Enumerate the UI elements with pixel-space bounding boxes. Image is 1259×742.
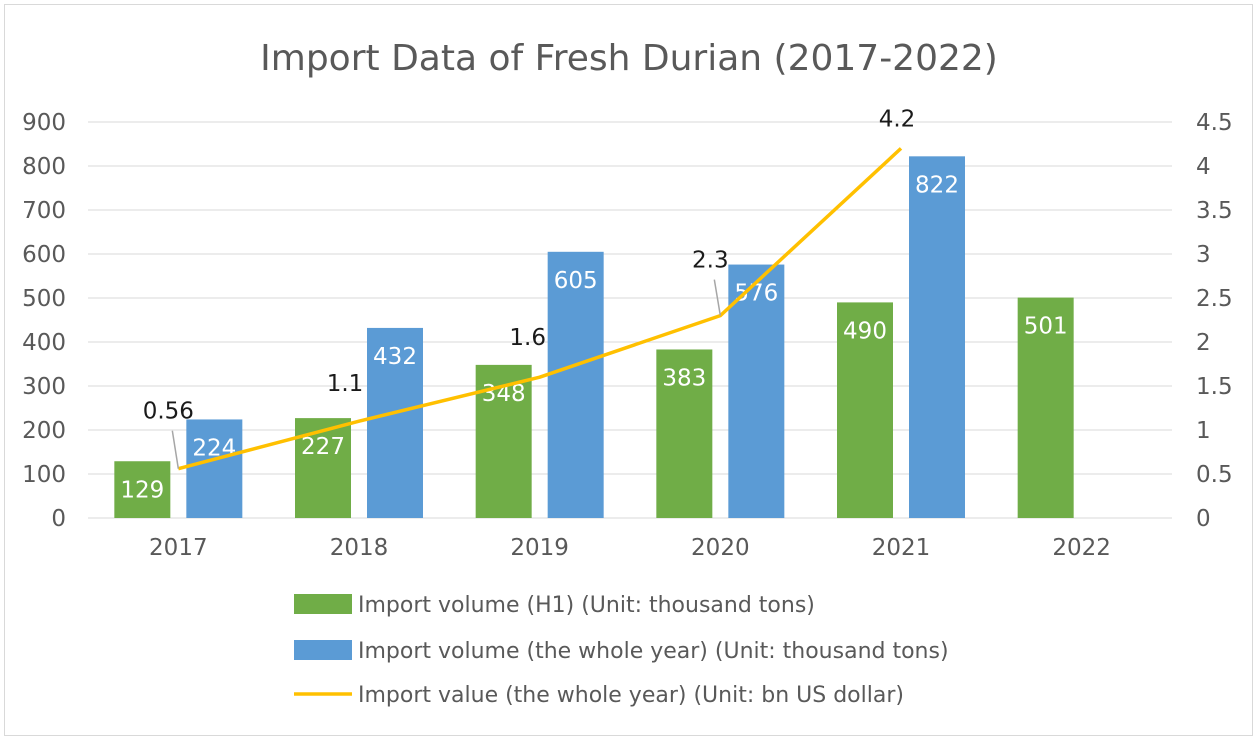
bar-value-label: 605: [554, 268, 598, 294]
bar-whole-year: [186, 419, 243, 518]
bar-whole-year: [728, 264, 785, 518]
right-axis-tick-label: 1.5: [1196, 374, 1233, 400]
right-axis-tick-label: 3.5: [1196, 198, 1233, 224]
right-axis-tick-label: 4: [1196, 154, 1211, 180]
bar-value-label: 822: [915, 172, 959, 198]
left-axis-tick-label: 300: [22, 374, 66, 400]
left-axis-tick-label: 900: [22, 110, 66, 136]
import-value-line: [177, 147, 903, 471]
right-axis-tick-label: 4.5: [1196, 110, 1233, 136]
legend-swatch: [294, 594, 352, 614]
legend-label: Import volume (the whole year) (Unit: th…: [358, 639, 949, 664]
line-value-label: 1.1: [327, 371, 364, 397]
bar-h1: [114, 461, 171, 518]
x-axis-tick-label: 2019: [510, 535, 569, 561]
legend-label: Import value (the whole year) (Unit: bn …: [358, 683, 904, 708]
bar-h1: [1017, 297, 1074, 518]
bar-h1: [295, 418, 351, 518]
right-axis-tick-label: 2: [1196, 330, 1211, 356]
bar-h1: [837, 302, 893, 518]
gridlines: [88, 121, 1172, 519]
line-value-label: 4.2: [879, 106, 916, 132]
bar-h1: [656, 349, 713, 518]
right-axis-tick-label: 1: [1196, 418, 1211, 444]
legend-swatch: [294, 640, 352, 660]
bar-value-label: 501: [1024, 314, 1068, 340]
left-axis-tick-label: 500: [22, 286, 66, 312]
left-axis-tick-label: 700: [22, 198, 66, 224]
left-axis-tick-label: 600: [22, 242, 66, 268]
bar-value-label: 129: [120, 478, 164, 504]
bar-whole-year: [909, 156, 965, 518]
right-axis-tick-label: 0.5: [1196, 462, 1233, 488]
right-axis-tick-label: 3: [1196, 242, 1211, 268]
line-value-label: 1.6: [509, 325, 546, 351]
bar-value-label: 490: [843, 318, 887, 344]
left-axis-tick-label: 100: [22, 462, 66, 488]
left-axis-ticks: 0 100 200 300 400 500 600 700 800 900: [22, 110, 66, 532]
right-axis-tick-label: 0: [1196, 506, 1211, 532]
left-axis-tick-label: 400: [22, 330, 66, 356]
x-axis-tick-label: 2017: [149, 535, 208, 561]
x-axis-tick-label: 2020: [691, 535, 750, 561]
leader-line: [713, 279, 722, 316]
left-axis-tick-label: 800: [22, 154, 66, 180]
left-axis-tick-label: 200: [22, 418, 66, 444]
bar-value-label: 383: [662, 365, 706, 391]
bar-value-label: 432: [373, 344, 417, 370]
line-value-label: 0.56: [143, 399, 194, 425]
legend-label: Import volume (H1) (Unit: thousand tons): [358, 593, 815, 618]
bar-whole-year: [367, 327, 423, 518]
x-axis-ticks: 2017 2018 2019 2020 2021 2022: [149, 535, 1111, 561]
leader-line: [171, 430, 180, 469]
chart-title: Import Data of Fresh Durian (2017-2022): [260, 38, 998, 79]
legend: Import volume (H1) (Unit: thousand tons)…: [294, 593, 949, 708]
right-axis-tick-label: 2.5: [1196, 286, 1233, 312]
x-axis-tick-label: 2018: [330, 535, 389, 561]
bar-whole-year: [547, 251, 604, 519]
x-axis-tick-label: 2021: [872, 535, 931, 561]
right-axis-ticks: 0 0.5 1 1.5 2 2.5 3 3.5 4 4.5: [1196, 110, 1233, 532]
left-axis-tick-label: 0: [51, 506, 66, 532]
value-line: 0.56 1.1 1.6 2.3 4.2: [143, 106, 916, 471]
line-value-label: 2.3: [692, 248, 729, 274]
x-axis-tick-label: 2022: [1052, 535, 1111, 561]
bar-value-label: 227: [301, 434, 345, 460]
